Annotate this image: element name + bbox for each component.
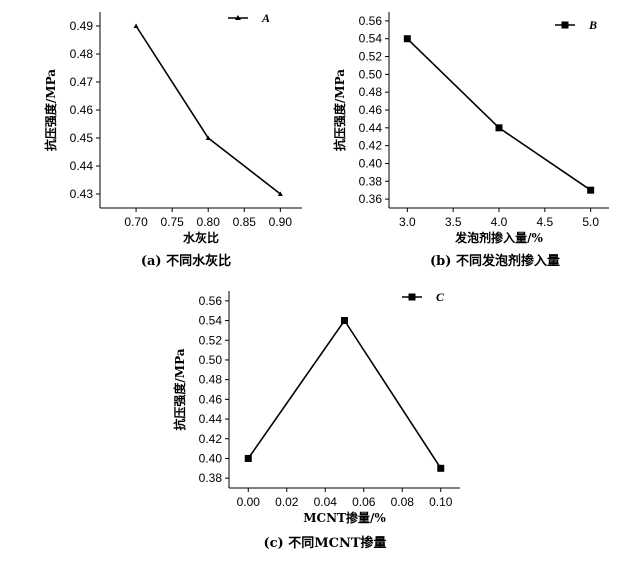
x-tick-label: 0.08	[391, 495, 415, 509]
y-tick-label: 0.44	[70, 159, 94, 173]
y-tick-label: 0.46	[359, 103, 383, 117]
y-tick-label: 0.50	[199, 353, 223, 367]
series-line	[247, 319, 442, 469]
x-tick-label: 0.10	[429, 495, 453, 509]
y-axis-label: 抗压强度/MPa	[43, 69, 58, 151]
data-point	[403, 35, 411, 43]
y-tick-label: 0.50	[359, 67, 383, 81]
x-axis-label: 水灰比	[183, 230, 219, 245]
y-tick-label: 0.48	[70, 47, 94, 61]
y-tick-label: 0.40	[199, 451, 223, 465]
x-tick-label: 4.0	[491, 215, 508, 229]
x-tick-label: 3.5	[445, 215, 462, 229]
y-tick-label: 0.54	[199, 314, 223, 328]
y-tick-label: 0.40	[359, 156, 383, 170]
y-tick-label: 0.54	[359, 32, 383, 46]
chart-c: 0.38 0.40 0.42 0.44 0.46 0.48 0.50 0.52 0.54 0.56…	[172, 290, 460, 551]
x-tick-label: 0.75	[160, 215, 184, 229]
y-tick-label: 0.48	[199, 373, 223, 387]
legend-label: B	[588, 18, 597, 32]
figure-caption: (a) 不同水灰比	[141, 253, 231, 269]
x-tick-label: 0.80	[197, 215, 221, 229]
y-tick-label: 0.38	[359, 174, 383, 188]
data-point	[133, 23, 139, 28]
y-tick-label: 0.49	[70, 19, 94, 33]
data-point	[495, 124, 503, 132]
y-tick-label: 0.42	[199, 432, 223, 446]
figure-caption: (c) 不同MCNT掺量	[263, 535, 386, 551]
y-tick-label: 0.52	[199, 333, 223, 347]
y-tick-label: 0.43	[70, 187, 94, 201]
data-point	[244, 454, 252, 462]
x-tick-label: 0.70	[124, 215, 148, 229]
x-tick-label: 0.85	[233, 215, 257, 229]
x-tick-label: 0.00	[237, 495, 261, 509]
x-tick-label: 3.0	[399, 215, 416, 229]
x-tick-label: 0.02	[275, 495, 299, 509]
y-tick-label: 0.44	[359, 121, 383, 135]
y-tick-label: 0.36	[359, 192, 383, 206]
y-tick-label: 0.45	[70, 131, 94, 145]
y-tick-label: 0.56	[199, 294, 223, 308]
legend-marker	[235, 15, 241, 20]
data-point	[341, 317, 348, 325]
data-point	[437, 464, 445, 472]
legend-marker	[561, 21, 569, 29]
y-tick-label: 0.46	[199, 392, 223, 406]
x-axis-label: MCNT掺量/%	[303, 510, 386, 525]
x-tick-label: 4.5	[536, 215, 553, 229]
data-point	[587, 186, 595, 194]
legend-marker	[408, 293, 416, 301]
chart-b: 0.36 0.38 0.40 0.42 0.44 0.46 0.48 0.50 0.52 0.54…	[332, 12, 609, 269]
series-line	[406, 38, 592, 191]
y-tick-label: 0.44	[199, 412, 223, 426]
y-tick-label: 0.47	[70, 75, 94, 89]
figure-caption: (b) 不同发泡剂掺入量	[430, 253, 560, 269]
x-tick-label: 0.06	[352, 495, 376, 509]
x-tick-label: 0.90	[269, 215, 293, 229]
y-tick-label: 0.52	[359, 50, 383, 64]
chart-a: 0.43 0.44 0.45 0.46 0.47 0.48 0.49 0.70 0.75 0.80…	[43, 11, 302, 269]
y-tick-label: 0.38	[199, 471, 223, 485]
x-tick-label: 5.0	[582, 215, 599, 229]
series-line	[135, 25, 281, 195]
y-axis-label: 抗压强度/MPa	[172, 348, 187, 430]
y-tick-label: 0.48	[359, 85, 383, 99]
legend-label: A	[261, 11, 270, 25]
y-tick-label: 0.46	[70, 103, 94, 117]
x-tick-label: 0.04	[314, 495, 338, 509]
legend-label: C	[436, 290, 445, 304]
data-point	[277, 191, 283, 196]
y-tick-label: 0.42	[359, 139, 383, 153]
y-tick-label: 0.56	[359, 14, 383, 28]
y-axis-label: 抗压强度/MPa	[332, 69, 347, 151]
data-point	[205, 135, 211, 140]
x-axis-label: 发泡剂掺入量/%	[454, 230, 543, 245]
